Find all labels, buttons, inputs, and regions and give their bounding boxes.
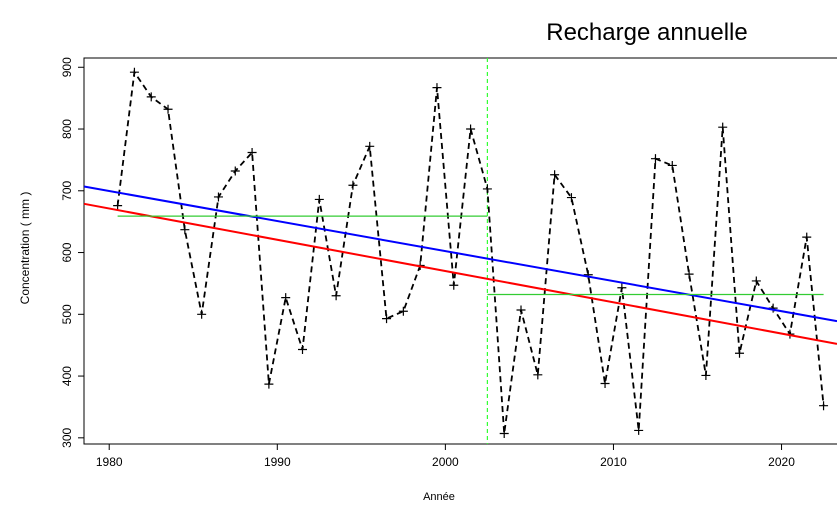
data-point: [398, 306, 408, 316]
data-point: [449, 280, 459, 290]
data-point: [466, 124, 476, 134]
x-tick-label: 2010: [600, 455, 627, 469]
data-point: [247, 147, 257, 157]
x-tick-label: 1990: [264, 455, 291, 469]
data-point: [129, 67, 139, 77]
data-point: [751, 276, 761, 286]
y-tick-label: 300: [60, 427, 74, 447]
chart-title: Recharge annuelle: [546, 19, 747, 46]
data-point: [735, 348, 745, 358]
data-point: [516, 305, 526, 315]
plot-frame: [83, 57, 837, 445]
data-point: [583, 270, 593, 280]
data-point: [281, 293, 291, 303]
x-tick-label: 2000: [432, 455, 459, 469]
data-point: [264, 379, 274, 389]
data-point: [701, 370, 711, 380]
data-point: [348, 180, 358, 190]
data-point: [718, 122, 728, 132]
data-point: [802, 232, 812, 242]
data-point: [163, 104, 173, 114]
data-point: [617, 283, 627, 293]
y-tick-label: 800: [60, 119, 74, 139]
data-point: [566, 193, 576, 203]
data-point: [634, 425, 644, 435]
data-point: [819, 401, 829, 411]
data-point: [230, 166, 240, 176]
data-point: [533, 370, 543, 380]
data-point: [382, 314, 392, 324]
data-point: [684, 269, 694, 279]
data-point: [331, 291, 341, 301]
y-tick-label: 400: [60, 366, 74, 386]
x-tick-label: 1980: [96, 455, 123, 469]
data-point: [768, 303, 778, 313]
y-tick-label: 500: [60, 304, 74, 324]
data-point: [667, 160, 677, 170]
trend-line-red: [83, 202, 837, 345]
data-point: [600, 378, 610, 388]
data-point: [180, 225, 190, 235]
x-axis-label: Année: [423, 491, 455, 503]
data-point: [113, 201, 123, 211]
y-tick-label: 600: [60, 242, 74, 262]
data-point: [650, 154, 660, 164]
data-point: [298, 345, 308, 355]
trend-line-blue: [83, 185, 837, 323]
y-axis-label: Concentration ( mm ): [18, 192, 32, 305]
data-point: [365, 141, 375, 151]
y-tick-label: 700: [60, 180, 74, 200]
data-point: [550, 170, 560, 180]
plot-area: 1980 1990 2000 2010 2020 300 400 500 600 700 800 90…: [60, 57, 837, 469]
data-point: [314, 194, 324, 204]
y-tick-label: 900: [60, 57, 74, 77]
data-point: [432, 83, 442, 93]
data-point: [213, 192, 223, 202]
data-point: [499, 429, 509, 439]
data-point: [146, 92, 156, 102]
x-tick-label: 2020: [768, 455, 795, 469]
data-point: [482, 184, 492, 194]
data-point: [197, 309, 207, 319]
